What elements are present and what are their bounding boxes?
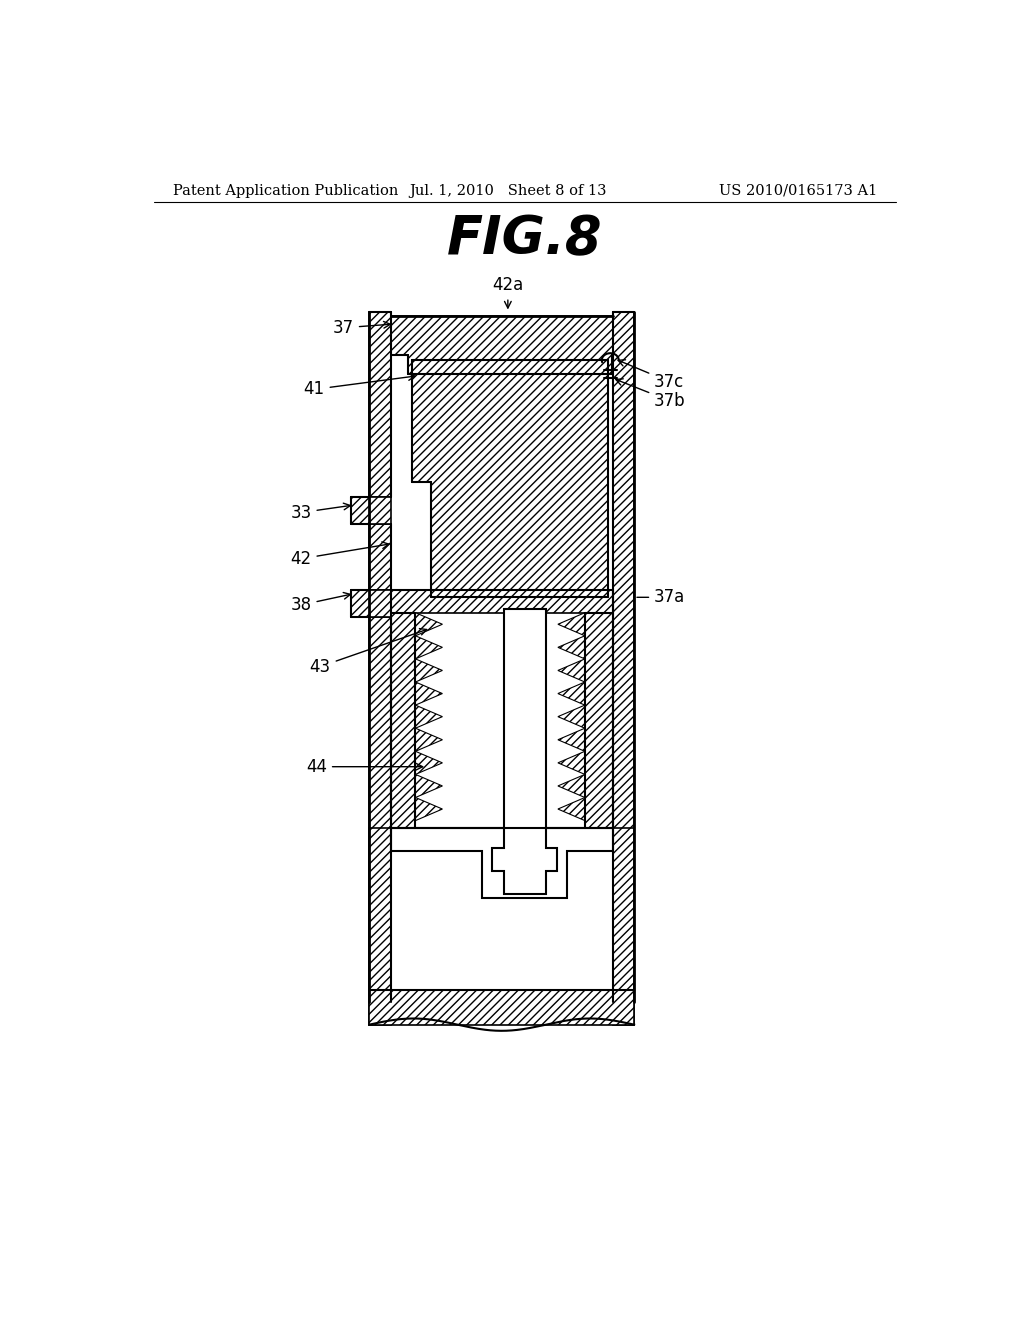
- Polygon shape: [558, 659, 585, 682]
- Polygon shape: [558, 612, 585, 636]
- Text: 37a: 37a: [637, 589, 685, 606]
- Polygon shape: [612, 313, 634, 1024]
- Polygon shape: [351, 498, 391, 524]
- Polygon shape: [585, 612, 612, 829]
- Polygon shape: [391, 612, 416, 829]
- Text: Jul. 1, 2010   Sheet 8 of 13: Jul. 1, 2010 Sheet 8 of 13: [410, 183, 606, 198]
- Polygon shape: [558, 775, 585, 797]
- Polygon shape: [351, 590, 391, 616]
- Polygon shape: [416, 797, 442, 821]
- Polygon shape: [416, 729, 442, 751]
- Text: 41: 41: [303, 374, 415, 399]
- Polygon shape: [416, 612, 442, 636]
- Polygon shape: [391, 590, 612, 612]
- Polygon shape: [416, 636, 442, 659]
- Text: 37: 37: [333, 319, 390, 337]
- Polygon shape: [391, 829, 612, 898]
- Polygon shape: [391, 317, 612, 374]
- Text: 33: 33: [290, 503, 350, 521]
- Polygon shape: [416, 682, 442, 705]
- Text: 42: 42: [291, 543, 389, 568]
- Polygon shape: [370, 616, 391, 1024]
- Polygon shape: [412, 360, 608, 598]
- Polygon shape: [370, 524, 391, 590]
- Polygon shape: [416, 751, 442, 775]
- Text: Patent Application Publication: Patent Application Publication: [173, 183, 398, 198]
- Polygon shape: [370, 990, 634, 1024]
- Polygon shape: [558, 705, 585, 729]
- Text: 42a: 42a: [493, 276, 523, 308]
- Polygon shape: [558, 729, 585, 751]
- Text: FIG.8: FIG.8: [447, 214, 602, 265]
- Polygon shape: [558, 636, 585, 659]
- Polygon shape: [493, 609, 557, 894]
- Polygon shape: [558, 797, 585, 821]
- Polygon shape: [558, 682, 585, 705]
- Text: 37c: 37c: [618, 360, 684, 391]
- Text: 44: 44: [306, 758, 423, 776]
- Polygon shape: [370, 313, 391, 498]
- Text: US 2010/0165173 A1: US 2010/0165173 A1: [719, 183, 878, 198]
- Polygon shape: [416, 705, 442, 729]
- Polygon shape: [612, 829, 634, 990]
- Polygon shape: [416, 775, 442, 797]
- Polygon shape: [558, 751, 585, 775]
- Polygon shape: [370, 829, 391, 990]
- Text: 37b: 37b: [615, 379, 686, 411]
- Text: 38: 38: [291, 593, 350, 614]
- Polygon shape: [416, 659, 442, 682]
- Text: 43: 43: [309, 628, 427, 676]
